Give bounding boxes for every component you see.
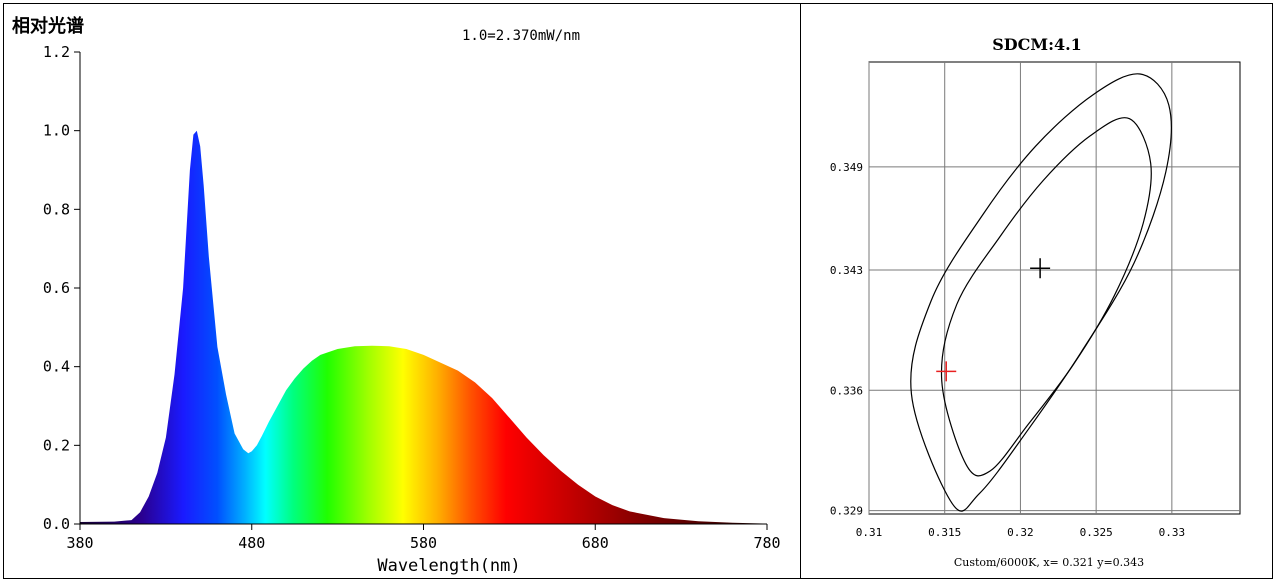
sdcm-panel: SDCM:4.1 0.329 0.336 0.343 0.349 0.31 0.315 0… xyxy=(800,3,1273,579)
x-tick-label: 680 xyxy=(582,534,609,552)
y-tick-label: 1.0 xyxy=(43,122,70,140)
sdcm-inner-ellipse xyxy=(940,117,1152,477)
spectrum-panel: 相对光谱 1.0=2.370mW/nm 0.0 0.2 0.4 0.6 0.8 1.0 1.… xyxy=(3,3,801,579)
sdcm-x-ticks: 0.31 0.315 0.32 0.325 0.33 xyxy=(856,526,1185,539)
spectrum-area xyxy=(80,130,767,524)
sdcm-x-tick-label: 0.33 xyxy=(1159,526,1186,539)
sdcm-title: SDCM:4.1 xyxy=(992,35,1082,54)
spectrum-title: 相对光谱 xyxy=(12,15,84,37)
x-tick-label: 480 xyxy=(238,534,265,552)
y-tick-label: 0.0 xyxy=(43,515,70,533)
sdcm-y-ticks: 0.329 0.336 0.343 0.349 xyxy=(830,161,863,518)
sdcm-y-tick-label: 0.349 xyxy=(830,161,863,174)
measured-point-marker xyxy=(936,361,957,382)
y-tick-label: 1.2 xyxy=(43,43,70,61)
target-center-marker xyxy=(1030,258,1051,279)
spectrum-chart: 相对光谱 1.0=2.370mW/nm 0.0 0.2 0.4 0.6 0.8 1.0 1.… xyxy=(12,15,781,576)
sdcm-x-tick-label: 0.315 xyxy=(928,526,961,539)
x-tick-label: 780 xyxy=(753,534,780,552)
sdcm-grid xyxy=(868,62,1240,514)
sdcm-y-tick-label: 0.343 xyxy=(830,264,863,277)
sdcm-outer-ellipse xyxy=(910,73,1172,512)
spectrum-annotation: 1.0=2.370mW/nm xyxy=(462,28,580,44)
y-tick-label: 0.4 xyxy=(43,358,70,376)
sdcm-y-tick-label: 0.329 xyxy=(830,505,863,518)
y-axis-ticks: 0.0 0.2 0.4 0.6 0.8 1.0 1.2 xyxy=(43,43,80,533)
y-tick-label: 0.2 xyxy=(43,436,70,454)
x-axis-ticks: 380 480 580 680 780 xyxy=(66,524,781,552)
sdcm-y-tick-label: 0.336 xyxy=(830,384,863,397)
sdcm-ellipses xyxy=(910,73,1172,512)
sdcm-x-axis-label: Custom/6000K, x= 0.321 y=0.343 xyxy=(954,556,1144,569)
sdcm-markers xyxy=(936,258,1051,382)
spectrum-x-axis-label: Wavelength(nm) xyxy=(377,556,520,576)
y-tick-label: 0.8 xyxy=(43,200,70,218)
sdcm-x-tick-label: 0.325 xyxy=(1080,526,1113,539)
sdcm-x-tick-label: 0.31 xyxy=(856,526,883,539)
y-tick-label: 0.6 xyxy=(43,279,70,297)
x-tick-label: 380 xyxy=(66,534,93,552)
x-tick-label: 580 xyxy=(410,534,437,552)
sdcm-plot-frame xyxy=(868,61,1241,515)
sdcm-x-tick-label: 0.32 xyxy=(1007,526,1034,539)
